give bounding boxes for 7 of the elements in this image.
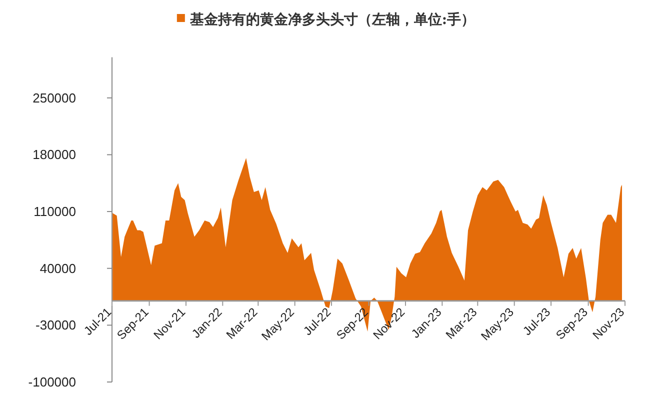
y-tick-label: 250000 bbox=[32, 90, 76, 106]
y-tick-label: 40000 bbox=[40, 260, 76, 276]
y-tick-label: 180000 bbox=[32, 147, 76, 162]
y-tick-label: 110000 bbox=[34, 204, 76, 220]
y-tick-label: -30000 bbox=[36, 318, 76, 333]
y-tick-label: -100000 bbox=[28, 374, 76, 390]
legend-label: 基金持有的黄金净多头头寸（左轴，单位:手） bbox=[188, 11, 476, 28]
